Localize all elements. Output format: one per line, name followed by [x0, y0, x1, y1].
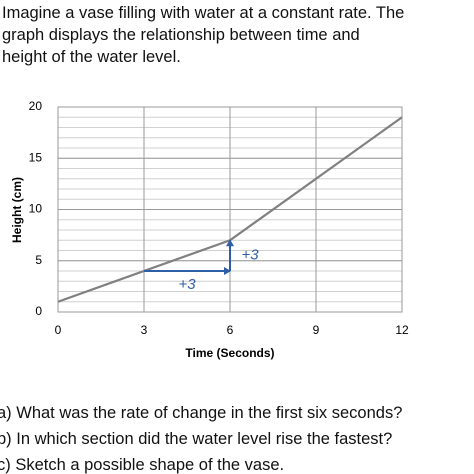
- y-tick-label: 10: [29, 202, 43, 216]
- x-tick-label: 9: [313, 323, 320, 337]
- x-tick-label: 12: [395, 323, 409, 337]
- x-tick-label: 3: [141, 323, 148, 337]
- question: c) Sketch a possible shape of the vase.: [0, 456, 285, 474]
- y-tick-label: 5: [35, 253, 42, 267]
- intro-line: graph displays the relationship between …: [2, 26, 360, 44]
- y-tick-label: 15: [29, 150, 43, 164]
- x-axis-label: Time (Seconds): [185, 346, 274, 360]
- y-axis-label: Height (cm): [10, 177, 24, 243]
- intro-line: Imagine a vase filling with water at a c…: [2, 4, 405, 22]
- x-tick-label: 0: [55, 323, 62, 337]
- y-tick-label: 20: [29, 99, 43, 113]
- question: a) What was the rate of change in the fi…: [0, 404, 403, 422]
- annotation-label: +3: [241, 247, 259, 264]
- annotation-label: +3: [178, 276, 196, 293]
- question: b) In which section did the water level …: [0, 430, 393, 448]
- intro: Imagine a vase filling with water at a c…: [2, 2, 404, 68]
- x-tick-label: 6: [227, 323, 234, 337]
- plot-frame: [57, 106, 403, 313]
- questions: a) What was the rate of change in the fi…: [0, 400, 402, 474]
- intro-line: height of the water level.: [2, 48, 181, 66]
- y-tick-label: 0: [35, 304, 42, 318]
